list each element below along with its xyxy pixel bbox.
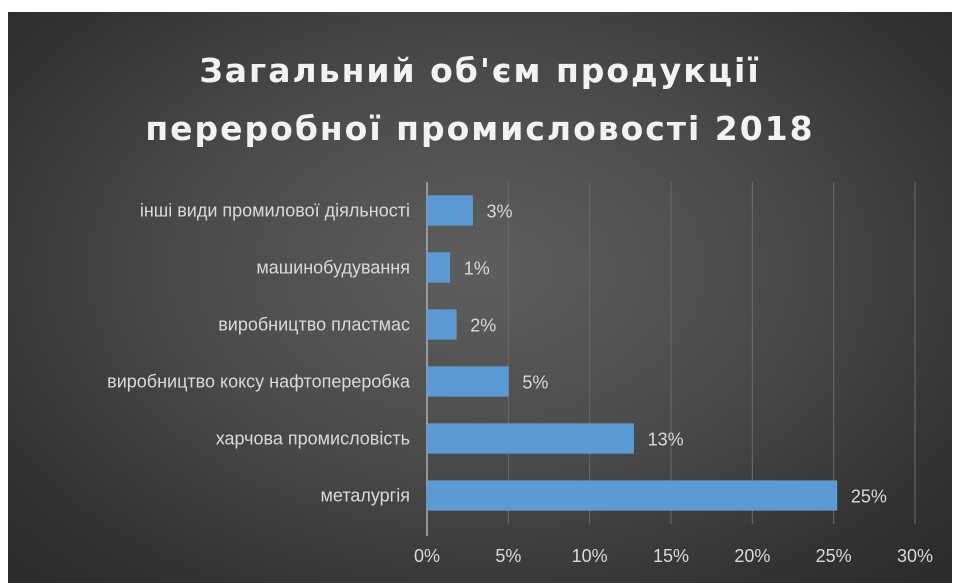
data-label: 25% (851, 487, 887, 507)
x-tick-label: 10% (572, 546, 608, 566)
category-label: виробництво коксу нафтопереробка (107, 372, 411, 392)
bar (426, 309, 457, 340)
x-tick-label: 5% (495, 546, 521, 566)
data-label: 2% (470, 316, 496, 336)
data-label: 13% (648, 430, 684, 450)
bar (426, 423, 634, 454)
chart-area: Загальний об'єм продукції переробної про… (8, 12, 952, 583)
data-label: 1% (464, 259, 490, 279)
category-label: машинобудування (256, 258, 410, 278)
x-tick-label: 0% (414, 546, 440, 566)
chart-title-line-1: Загальний об'єм продукції (199, 51, 761, 90)
chart-title-line-2: переробної промисловості 2018 (145, 109, 815, 148)
bar (426, 252, 451, 283)
x-tick-label: 20% (734, 546, 770, 566)
x-tick-label: 15% (653, 546, 689, 566)
bar (426, 195, 473, 226)
bar (426, 480, 838, 511)
bar (426, 366, 509, 397)
category-label: харчова промисловість (216, 429, 410, 449)
category-label: металургія (321, 486, 410, 506)
category-label: виробництво пластмас (218, 315, 410, 335)
bar-chart-plot: інші види промилової діяльності 3% машиноб… (107, 182, 933, 566)
category-label: інші види промилової діяльності (140, 201, 410, 221)
chart-title: Загальний об'єм продукції переробної про… (8, 42, 952, 158)
x-tick-label: 25% (816, 546, 852, 566)
data-label: 3% (487, 202, 513, 222)
data-label: 5% (522, 373, 548, 393)
x-tick-label: 30% (897, 546, 933, 566)
